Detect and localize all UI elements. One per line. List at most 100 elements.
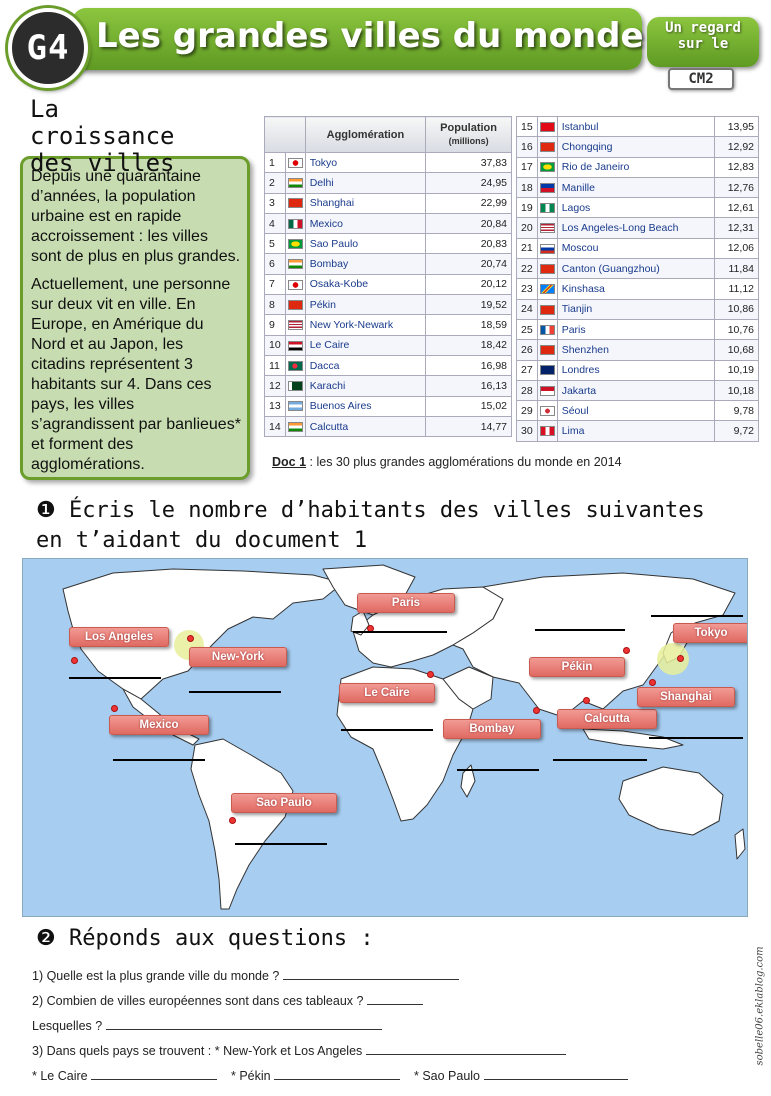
city-cell: Lagos xyxy=(557,198,714,218)
tokyo-highlight xyxy=(657,643,689,675)
answer-blank-q1[interactable] xyxy=(283,968,459,980)
table-row: 11 Dacca 16,98 xyxy=(265,355,512,375)
flag-china-icon xyxy=(288,300,303,310)
rank-cell: 26 xyxy=(517,340,538,360)
caption-ref: Doc 1 xyxy=(272,455,306,469)
flag-cell xyxy=(285,254,305,274)
answer-line-pekin[interactable] xyxy=(535,629,625,631)
flag-cell xyxy=(285,193,305,213)
pin-new-york xyxy=(187,635,194,642)
city-cell: Delhi xyxy=(305,173,426,193)
city-cell: Osaka-Kobe xyxy=(305,274,426,294)
population-cell: 37,83 xyxy=(426,153,512,173)
city-cell: Séoul xyxy=(557,401,714,421)
rank-cell: 18 xyxy=(517,177,538,197)
city-cell: Londres xyxy=(557,360,714,380)
label-mexico: Mexico xyxy=(109,715,209,735)
population-cell: 18,59 xyxy=(426,315,512,335)
australia-shape xyxy=(619,767,723,835)
table-row: 3 Shanghai 22,99 xyxy=(265,193,512,213)
pin-tokyo xyxy=(677,655,684,662)
pin-calcutta xyxy=(583,697,590,704)
table-row: 12 Karachi 16,13 xyxy=(265,376,512,396)
flag-cell xyxy=(285,153,305,173)
population-cell: 11,84 xyxy=(714,259,758,279)
table-row: 20 Los Angeles-Long Beach 12,31 xyxy=(517,218,759,238)
answer-blank-cairo[interactable] xyxy=(91,1068,217,1080)
table-header-agglomeration: Agglomération xyxy=(305,117,426,153)
table-row: 8 Pékin 19,52 xyxy=(265,295,512,315)
flag-philippines-icon xyxy=(540,183,555,193)
table-row: 5 Sao Paulo 20,83 xyxy=(265,234,512,254)
flag-china-icon xyxy=(540,142,555,152)
rank-cell: 25 xyxy=(517,319,538,339)
population-cell: 11,12 xyxy=(714,279,758,299)
question-1: 1) Quelle est la plus grande ville du mo… xyxy=(32,968,459,983)
table-row: 1 Tokyo 37,83 xyxy=(265,153,512,173)
flag-cell xyxy=(537,360,557,380)
table-row: 15 Istanbul 13,95 xyxy=(517,117,759,137)
population-cell: 15,02 xyxy=(426,396,512,416)
table-row: 19 Lagos 12,61 xyxy=(517,198,759,218)
answer-line-new-york[interactable] xyxy=(189,691,281,693)
flag-mexico-icon xyxy=(288,219,303,229)
question-2b: Lesquelles ? xyxy=(32,1018,382,1033)
new-zealand-shape xyxy=(735,829,745,859)
flag-cell xyxy=(285,416,305,436)
table-header-population: Population (millions) xyxy=(426,117,512,153)
flag-cell xyxy=(537,238,557,258)
table-row: 23 Kinshasa 11,12 xyxy=(517,279,759,299)
chapter-code: G4 xyxy=(27,28,70,68)
city-cell: Tianjin xyxy=(557,299,714,319)
exercise-2-text: Réponds aux questions : xyxy=(69,926,374,951)
answer-line-bombay[interactable] xyxy=(457,769,539,771)
answer-line-los-angeles[interactable] xyxy=(69,677,161,679)
rank-cell: 17 xyxy=(517,157,538,177)
flag-japan-icon xyxy=(288,280,303,290)
flag-peru-icon xyxy=(540,426,555,436)
city-cell: Le Caire xyxy=(305,335,426,355)
answer-blank-q3-usa[interactable] xyxy=(366,1043,566,1055)
city-cell: Kinshasa xyxy=(557,279,714,299)
rank-cell: 9 xyxy=(265,315,286,335)
population-cell: 10,18 xyxy=(714,380,758,400)
rank-cell: 4 xyxy=(265,213,286,233)
flag-china-icon xyxy=(288,198,303,208)
answer-line-paris[interactable] xyxy=(353,631,447,633)
answer-blank-q2b[interactable] xyxy=(106,1018,382,1030)
answer-line-calcutta[interactable] xyxy=(553,759,647,761)
population-label: Population xyxy=(430,122,507,135)
population-cell: 19,52 xyxy=(426,295,512,315)
city-cell: Tokyo xyxy=(305,153,426,173)
flag-cell xyxy=(285,315,305,335)
population-cell: 12,31 xyxy=(714,218,758,238)
rank-cell: 8 xyxy=(265,295,286,315)
indonesia-shape xyxy=(583,729,683,749)
answer-blank-saopaulo[interactable] xyxy=(484,1068,628,1080)
flag-brazil-icon xyxy=(288,239,303,249)
level-text: CM2 xyxy=(688,71,713,87)
flag-cell xyxy=(537,340,557,360)
question-3: 3) Dans quels pays se trouvent : * New-Y… xyxy=(32,1043,566,1058)
pin-le-caire xyxy=(427,671,434,678)
answer-blank-pekin[interactable] xyxy=(274,1068,400,1080)
answer-line-le-caire[interactable] xyxy=(341,729,433,731)
rank-cell: 1 xyxy=(265,153,286,173)
answer-line-mexico[interactable] xyxy=(113,759,205,761)
label-paris: Paris xyxy=(357,593,455,613)
flag-cell xyxy=(537,218,557,238)
answer-line-sao-paulo[interactable] xyxy=(235,843,327,845)
population-cell: 14,77 xyxy=(426,416,512,436)
lesson-subtitle: La croissance des villes xyxy=(30,96,210,177)
city-cell: Mexico xyxy=(305,213,426,233)
flag-cell xyxy=(537,279,557,299)
answer-line-tokyo[interactable] xyxy=(651,615,743,617)
pin-mexico xyxy=(111,705,118,712)
rank-cell: 21 xyxy=(517,238,538,258)
flag-cell xyxy=(285,234,305,254)
rank-cell: 10 xyxy=(265,335,286,355)
answer-line-shanghai[interactable] xyxy=(649,737,743,739)
rank-cell: 19 xyxy=(517,198,538,218)
answer-blank-q2[interactable] xyxy=(367,993,423,1005)
rank-cell: 30 xyxy=(517,421,538,441)
